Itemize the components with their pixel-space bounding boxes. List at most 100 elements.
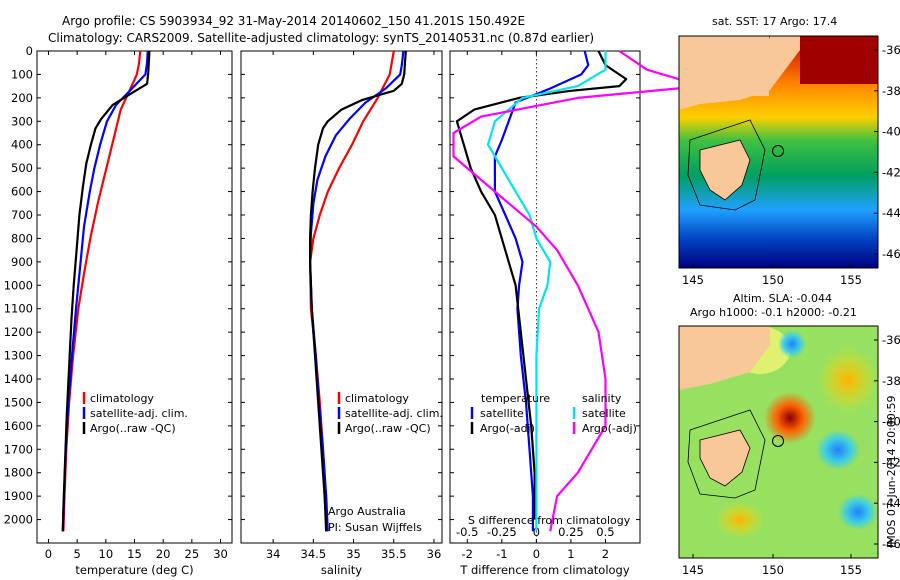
s-tick-label: -0.5 [456,525,478,539]
difference-x-axis-title: T difference from climatology [459,563,630,577]
series-line-s-argo-adj- [452,50,704,532]
sst-map-title: sat. SST: 17 Argo: 17.4 [712,15,837,28]
y-tick-label: 300 [11,114,33,128]
x-tick-label: 5 [73,547,80,561]
y-tick-label: 500 [11,161,33,175]
y-tick-label: 1800 [4,466,33,480]
x-tick-label: 0 [45,547,52,561]
map-y-tick-label: -38 [882,374,900,388]
annotation-pi: PI: Susan Wijffels [328,521,422,534]
sla-map: Altim. SLA: -0.044 Argo h1000: -0.1 h200… [678,292,900,577]
legend-label-argo: Argo(..raw -QC) [90,422,176,435]
y-tick-label: 100 [11,67,33,81]
x-tick-label: 34.5 [301,547,327,561]
salinity-panel: 34 34.5 35 35.5 36 salinity [240,50,443,577]
series-line-t-argo-adj- [455,50,628,520]
x-tick-label: 35.5 [381,547,407,561]
map-x-tick-label: 155 [840,273,862,287]
mainland-land [679,326,770,390]
series-line-t-satellite [493,50,590,532]
x-tick-label: 1 [567,547,574,561]
sla-map-title2: Argo h1000: -0.1 h2000: -0.21 [690,306,857,319]
x-tick-label: -2 [462,547,473,561]
x-tick-label: 35 [346,547,361,561]
y-tick-label: 1600 [4,419,33,433]
map-y-tick-label: -36 [882,43,900,57]
figure-title-line1: Argo profile: CS 5903934_92 31-May-2014 … [62,14,525,28]
x-tick-label: 36 [427,547,442,561]
map-y-tick-label: -46 [882,247,900,261]
legend-label-climatology: climatology [345,392,409,405]
sst-map: sat. SST: 17 Argo: 17.4 145 150 155 -36 -38 -… [678,15,900,287]
legend-label-argo: Argo(..raw -QC) [345,422,431,435]
series-line-argo-raw-qc- [61,50,151,532]
x-tick-label: 15 [127,547,142,561]
argo-position-marker [772,145,784,157]
map-y-tick-label: -46 [882,537,900,551]
y-tick-label: 900 [11,255,33,269]
figure-title-line2: Climatology: CARS2009. Satellite-adjuste… [48,31,594,45]
map-y-tick-label: -40 [882,415,900,429]
map-x-tick-label: 150 [762,273,784,287]
salinity-x-axis-title: salinity [321,563,362,577]
y-tick-label: 200 [11,91,33,105]
legend-label-climatology: climatology [90,392,154,405]
legend-label-satellite: satellite-adj. clim. [345,407,443,420]
argo-position-marker [772,435,784,447]
legend-label-t-argo: Argo(-adj) [480,422,535,435]
map-y-tick-label: -36 [882,333,900,347]
y-tick-label: 600 [11,185,33,199]
annotation-institution: Argo Australia [328,505,406,518]
s-tick-label: 0.25 [558,525,584,539]
s-tick-label: 0.5 [596,525,614,539]
series-line-s-satellite [486,51,607,532]
x-tick-label: 10 [99,547,114,561]
map-y-tick-label: -40 [882,125,900,139]
y-tick-label: 400 [11,138,33,152]
difference-panel: -2 -1 0 1 2 -0.5 -0.25 0 0.25 0.5 T difference fro… [449,50,704,577]
x-tick-label: 30 [213,547,228,561]
map-y-tick-label: -44 [882,496,900,510]
difference-frame [449,50,641,544]
y-tick-label: 1100 [4,302,33,316]
temperature-legend: climatology satellite-adj. clim. Argo(..… [82,392,188,435]
legend-title-salinity: salinity [582,392,622,405]
map-y-tick-label: -42 [882,455,900,469]
y-tick-label: 800 [11,231,33,245]
y-tick-label: 1000 [4,278,33,292]
x-tick-label: 0 [533,547,540,561]
legend-label-s-satellite: satellite [582,407,626,420]
map-x-tick-label: 150 [762,563,784,577]
difference-legend: temperature salinity satellite Argo(-adj… [468,392,637,527]
map-x-tick-label: 145 [682,563,704,577]
y-tick-label: 1200 [4,325,33,339]
y-tick-label: 1700 [4,442,33,456]
temperature-x-axis-title: temperature (deg C) [75,563,193,577]
tasmania-land [699,429,751,487]
legend-label-t-satellite: satellite [480,407,524,420]
s-tick-label: -0.25 [487,525,517,539]
x-tick-label: 2 [602,547,609,561]
map-x-tick-label: 155 [840,563,862,577]
series-line-argo-raw-qc- [309,50,407,532]
tasmania-land [699,139,751,201]
s-tick-label: 0 [533,525,540,539]
legend-title-temperature: temperature [481,392,550,405]
temperature-panel: 0 5 10 15 20 25 300100200300400500600700800900… [4,44,233,577]
y-tick-label: 1400 [4,372,33,386]
legend-label-s-argo: Argo(-adj) [582,422,637,435]
imos-timestamp: IMOS 07-Jun-2014 20:00:59 [885,395,898,548]
y-tick-label: 2000 [4,513,33,527]
y-tick-label: 1900 [4,489,33,503]
salinity-legend: climatology satellite-adj. clim. Argo(..… [328,392,443,534]
x-tick-label: 25 [185,547,200,561]
y-tick-label: 700 [11,208,33,222]
x-tick-label: 34 [266,547,281,561]
map-y-tick-label: -42 [882,165,900,179]
salinity-frame [240,50,443,544]
temperature-frame [36,50,233,544]
map-y-tick-label: -44 [882,206,900,220]
legend-label-satellite: satellite-adj. clim. [90,407,188,420]
y-tick-label: 1300 [4,349,33,363]
